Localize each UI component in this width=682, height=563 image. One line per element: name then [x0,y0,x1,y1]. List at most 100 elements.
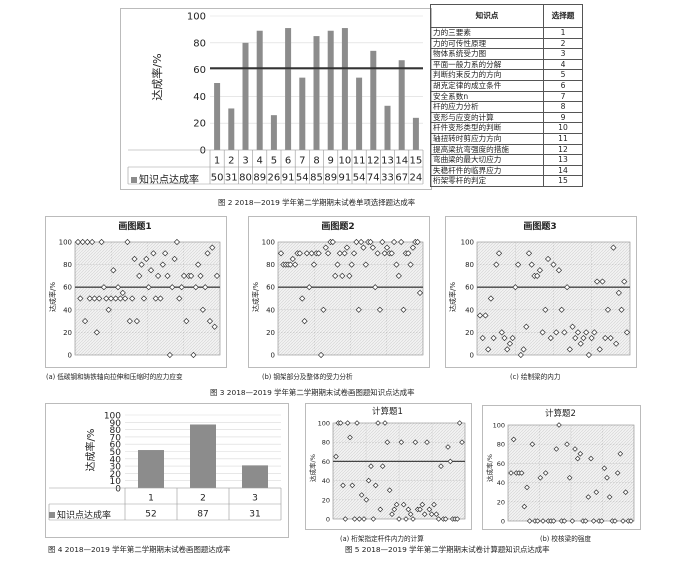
fig2-table-point: 失稳杆件的临界应力 [430,164,544,177]
data-point [91,295,98,302]
y-tick-label: 100 [318,420,330,428]
data-point [537,475,544,481]
fig2-table-row: 失稳杆件的临界应力 14 [430,164,583,177]
bar [299,77,306,150]
fig2-table-row: 力的可传性原理 2 [430,37,583,50]
fig2-table-question-number: 3 [543,48,583,60]
category-label: 2 [228,155,234,166]
data-point [340,482,346,489]
calc1-title: 计算题1 [372,407,403,417]
fig2-legend-label: 知识点达成率 [139,175,199,186]
data-point [379,238,386,246]
data-point [124,238,131,246]
fig2-table-question-number: 6 [543,79,583,92]
calc2-y-axis-label: 达成率/% [486,454,494,482]
data-point [391,506,398,513]
data-point [372,482,379,489]
data-point [585,494,592,500]
fig4-legend-swatch [49,512,55,518]
data-point [386,487,393,493]
data-point [617,451,624,457]
data-point [506,340,514,347]
data-point [583,329,590,336]
data-point [476,312,484,319]
y-tick-label: 40 [63,306,72,314]
data-point [596,346,603,353]
data-point [479,334,486,342]
data-point [593,489,600,495]
category-label: 6 [285,155,291,166]
calc1-y-axis-label: 达成率/% [309,454,317,482]
data-point [569,518,576,524]
data-point [390,238,398,246]
data-point [482,312,489,319]
data-point [498,329,505,336]
fig2-table-point: 力的三要素 [430,27,544,39]
y-tick-label: 20 [110,470,122,480]
data-point [623,329,631,336]
y-tick-label: 30 [110,463,122,473]
y-tick-label: 60 [465,284,474,292]
data-point [213,272,221,279]
calc1-subcaption: (a) 桁架指定杆件内力的计算 [340,535,424,543]
data-point [556,422,562,428]
bar [412,117,419,150]
bar [370,50,377,151]
draw1-subcaption: (a) 低碳钢和铸铁轴向拉伸和压缩时的应力应变 [46,373,183,381]
fig2-table-row: 弯曲梁的最大切应力 13 [430,154,583,166]
fig2-bar-chart: 0204060801001502313804895266917548859891… [127,12,424,185]
data-point [192,284,199,291]
data-point [296,250,303,257]
data-point [602,334,609,342]
category-label: 8 [313,155,319,166]
data-point [398,238,405,246]
draw1-y-axis-label: 达成率/% [49,282,57,313]
data-point [542,306,549,313]
data-point [308,250,315,257]
data-point [393,261,400,268]
data-point [77,295,84,302]
data-point [574,455,581,462]
draw1-frame [45,216,227,368]
y-tick-label: 80 [63,261,72,269]
data-point [361,516,367,522]
data-point [164,272,171,279]
data-point [582,518,589,524]
data-point [329,238,336,246]
data-point [320,306,327,313]
data-table-value: 33 [381,172,394,183]
y-tick-label: 60 [322,458,330,466]
data-point [490,334,497,342]
data-point [398,439,405,445]
data-point [133,318,140,325]
fig2-table-row: 胡克定律的成立条件 6 [430,79,583,92]
data-point [112,295,119,302]
fig2-table-point: 物体系统受力图 [430,48,544,60]
category-label: 11 [353,155,366,166]
fig2-table-point: 胡克定律的成立条件 [430,79,544,92]
data-point [140,295,148,302]
y-tick-label: 70 [110,433,122,443]
bar [270,115,277,150]
data-point [410,516,416,522]
data-point [569,323,576,330]
data-point [351,516,358,522]
data-point [604,306,612,313]
y-tick-label: 40 [322,477,330,485]
y-tick-label: 80 [497,441,505,449]
data-point [599,278,606,285]
data-point [409,244,417,251]
data-point [615,289,622,296]
data-point [190,351,197,359]
data-point [358,238,365,246]
bar [256,30,263,151]
data-point [169,284,176,291]
data-point [395,272,402,279]
data-point [550,261,557,268]
data-table-value: 24 [410,172,423,183]
data-point [374,250,381,257]
data-point [105,306,112,313]
data-table-value: 87 [197,509,208,519]
fig2-table-question-number: 14 [543,164,583,177]
draw3-y-axis-label: 达成率/% [449,282,457,313]
